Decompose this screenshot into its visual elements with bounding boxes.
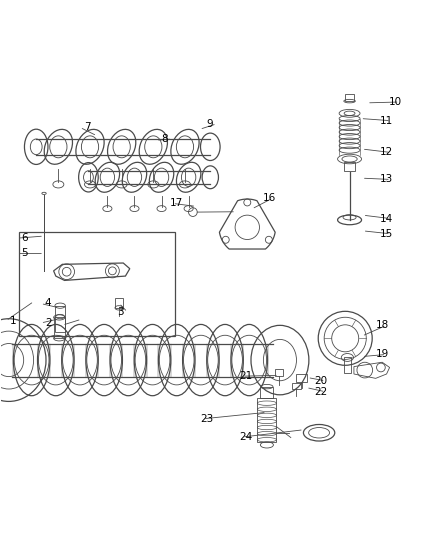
Bar [53, 318, 65, 338]
Text: 11: 11 [380, 116, 393, 126]
Bar [345, 94, 354, 101]
Text: 8: 8 [162, 134, 168, 144]
Text: 19: 19 [376, 350, 389, 359]
Text: 2: 2 [45, 318, 51, 328]
Text: 9: 9 [206, 119, 212, 129]
Text: 18: 18 [376, 320, 389, 330]
Text: 6: 6 [21, 233, 28, 243]
Bar [115, 298, 123, 308]
Text: 15: 15 [380, 229, 393, 239]
Bar [296, 375, 307, 382]
Text: 20: 20 [315, 376, 328, 386]
Bar [344, 163, 355, 171]
Text: 1: 1 [10, 316, 17, 326]
Text: 24: 24 [240, 432, 253, 442]
Text: 17: 17 [170, 198, 184, 208]
Text: 13: 13 [380, 174, 393, 184]
Bar [344, 358, 351, 373]
Text: 7: 7 [84, 122, 91, 132]
Text: 12: 12 [380, 148, 393, 157]
Text: 22: 22 [315, 387, 328, 397]
Text: 16: 16 [262, 193, 276, 203]
Text: 14: 14 [380, 214, 393, 224]
Bar [275, 369, 283, 376]
Text: 3: 3 [117, 307, 124, 317]
Text: 21: 21 [240, 371, 253, 381]
Bar [55, 305, 65, 332]
Bar [292, 383, 301, 389]
Bar [257, 398, 276, 442]
Text: 10: 10 [389, 97, 402, 107]
Bar [19, 232, 176, 336]
Text: 4: 4 [45, 298, 51, 309]
Text: 5: 5 [21, 248, 28, 259]
Text: 23: 23 [201, 414, 214, 424]
Bar [260, 387, 273, 398]
